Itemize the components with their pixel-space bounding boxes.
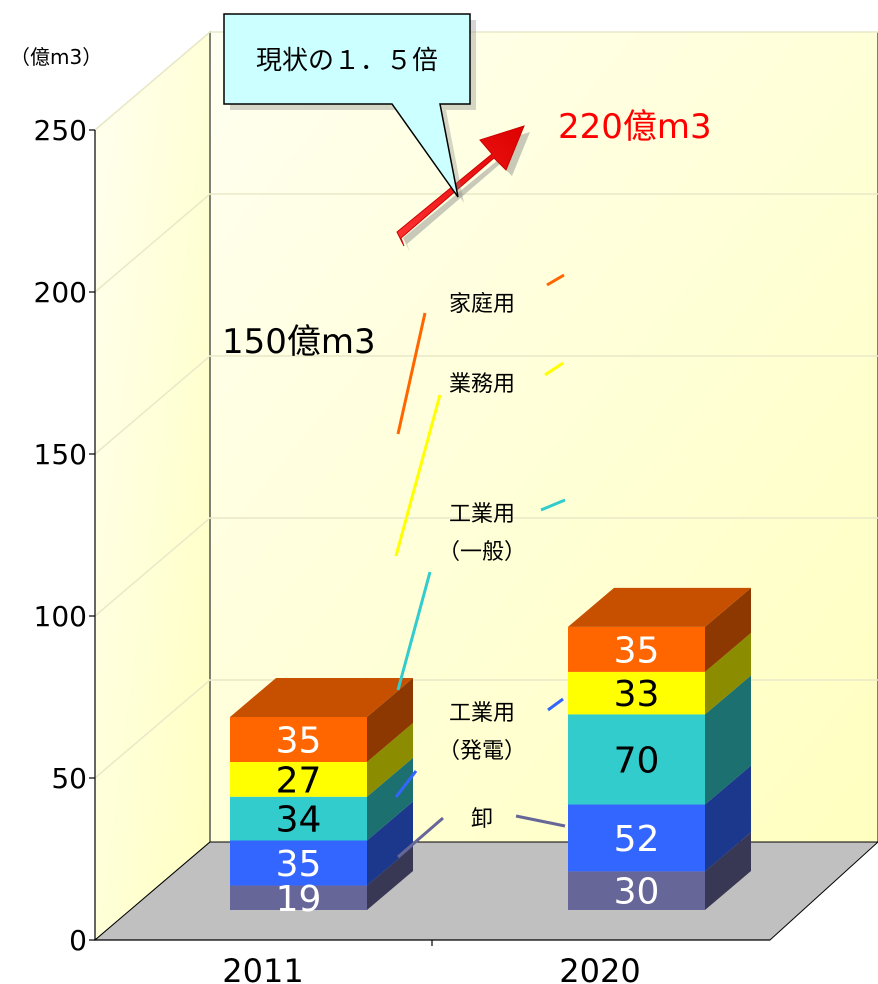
bar-value-label: 35: [614, 630, 660, 671]
bar-segment: [568, 871, 705, 910]
legend-label: 工業用: [449, 701, 515, 726]
bar-top-0: [230, 677, 413, 717]
bar-value-label: 33: [614, 674, 660, 715]
leader-line: [397, 816, 444, 859]
bar-value-label: 35: [276, 844, 322, 885]
bar-segment: [568, 714, 705, 805]
bar-value-label: 19: [276, 879, 322, 920]
bar-side-0-4: [367, 677, 413, 762]
legend-label: 卸: [471, 807, 493, 832]
bar-side-0-2: [367, 757, 413, 841]
callout-text: 現状の１．５倍: [256, 46, 438, 76]
y-tick-label: 250: [34, 114, 87, 147]
bar-side-0-1: [367, 801, 413, 886]
total-label: 150億m3: [222, 322, 376, 362]
floor: [93, 841, 878, 941]
bar-value-label: 27: [276, 760, 322, 801]
gridline: [94, 517, 878, 617]
y-tick-label: 0: [69, 924, 87, 957]
growth-arrow: [396, 125, 525, 247]
y-tick-label: 50: [51, 762, 87, 795]
bar-segment: [230, 796, 367, 841]
callout-bubble: [223, 13, 471, 198]
y-tick-label: 100: [34, 600, 87, 633]
bar-value-label: 34: [276, 800, 322, 841]
bar-side-1-2: [705, 675, 751, 805]
y-unit-label: （億m3）: [10, 45, 102, 69]
gridline: [94, 193, 878, 293]
x-tick-label: 2020: [559, 952, 640, 984]
leader-line: [540, 498, 566, 512]
total-label: 220億m3: [558, 107, 712, 147]
leader-line: [394, 394, 442, 557]
legend-label: 工業用: [449, 502, 515, 527]
bar-segment: [568, 671, 705, 715]
bar-segment: [568, 626, 705, 672]
bar-segment: [568, 804, 705, 872]
bar-side-1-4: [705, 587, 751, 672]
bar-segment: [230, 716, 367, 762]
leader-line: [515, 814, 566, 828]
legend-label: 業務用: [449, 372, 515, 397]
gridline: [94, 31, 878, 131]
legend-label: （一般）: [438, 540, 526, 565]
bar-value-label: 70: [614, 740, 660, 781]
leader-line: [396, 571, 432, 691]
leader-line: [394, 770, 418, 798]
bar-side-1-1: [705, 765, 751, 872]
x-tick-label: 2011: [222, 952, 303, 984]
bar-side-0-0: [367, 846, 413, 910]
y-tick-label: 150: [34, 438, 87, 471]
leader-line: [546, 273, 565, 287]
y-tick-label: 200: [34, 276, 87, 309]
gridline: [94, 355, 878, 455]
legend-label: （発電）: [438, 739, 526, 764]
bar-side-1-0: [705, 832, 751, 910]
bar-value-label: 35: [276, 720, 322, 761]
leader-line: [544, 361, 564, 377]
side-wall: [94, 30, 211, 942]
bar-value-label: 30: [614, 872, 660, 913]
bar-side-1-3: [705, 632, 751, 715]
bar-side-0-3: [367, 722, 413, 797]
bar-segment: [230, 761, 367, 797]
legend-label: 家庭用: [449, 292, 515, 317]
leader-line: [547, 697, 564, 712]
bar-top-1: [568, 587, 751, 627]
bar-value-label: 52: [614, 819, 660, 860]
leader-line: [396, 312, 427, 435]
bar-segment: [230, 840, 367, 886]
bar-segment: [230, 885, 367, 910]
